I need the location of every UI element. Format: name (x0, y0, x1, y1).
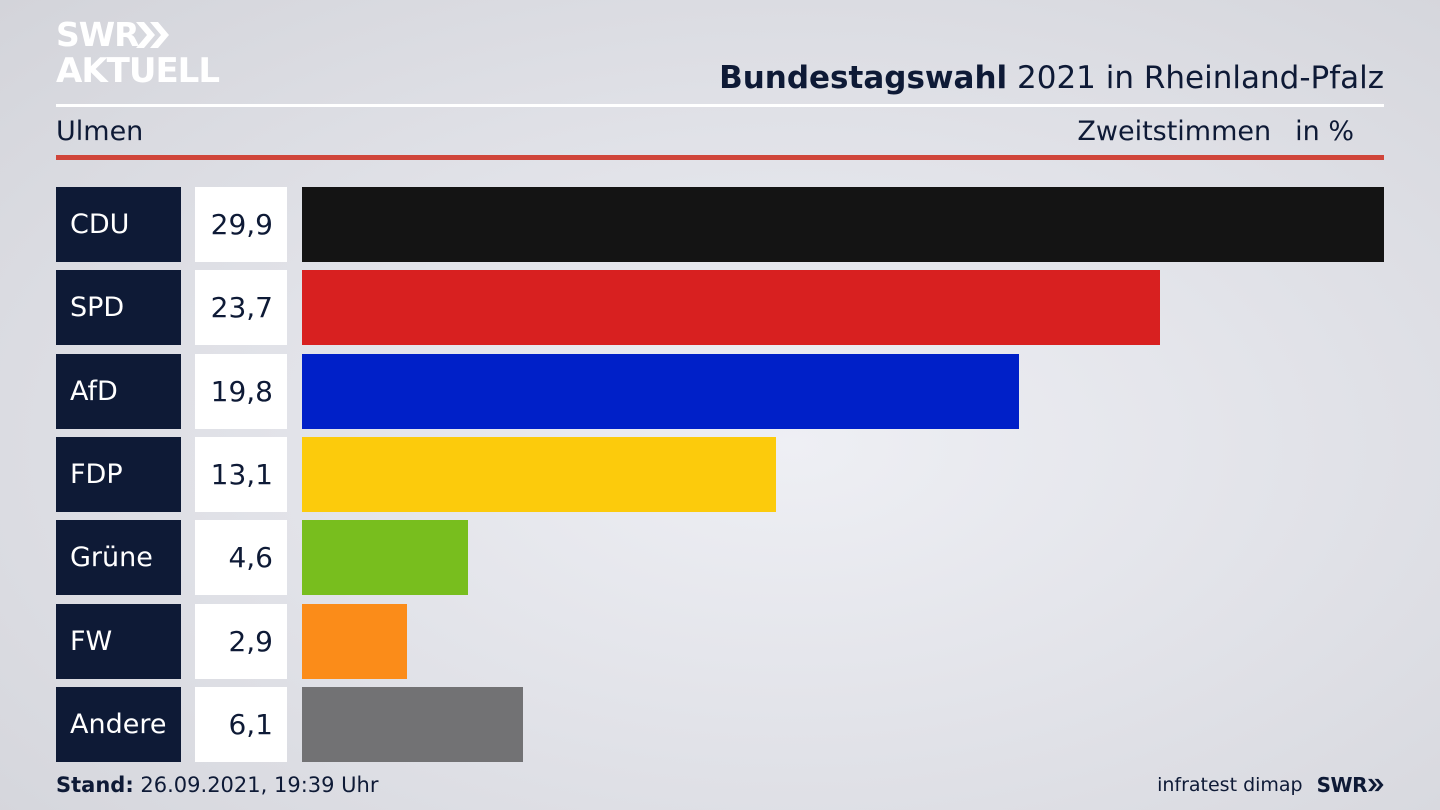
value-label: 2,9 (195, 604, 287, 679)
bar (302, 187, 1384, 262)
bar (302, 604, 407, 679)
chart-row: Grüne 4,6 (56, 520, 1384, 595)
footer-credits: infratest dimap SWR (1157, 771, 1384, 799)
value-label: 4,6 (195, 520, 287, 595)
title-rest: 2021 in Rheinland-Pfalz (1007, 60, 1384, 96)
header-divider (56, 104, 1384, 107)
value-label: 6,1 (195, 687, 287, 762)
accent-divider (56, 155, 1384, 160)
party-label: SPD (56, 270, 181, 345)
measure-label: Zweitstimmen in % (1077, 115, 1354, 149)
logo-aktuell-text: AKTUELL (56, 51, 220, 91)
source-label: infratest dimap (1157, 774, 1303, 796)
chart-row: FDP 13,1 (56, 437, 1384, 512)
chart-row: FW 2,9 (56, 604, 1384, 679)
chart-row: Andere 6,1 (56, 687, 1384, 762)
party-label: Andere (56, 687, 181, 762)
party-label: FDP (56, 437, 181, 512)
timestamp-value: 26.09.2021, 19:39 Uhr (133, 773, 379, 797)
footer-swr-logo: SWR (1316, 773, 1368, 797)
bar (302, 437, 776, 512)
value-label: 19,8 (195, 354, 287, 429)
value-label: 13,1 (195, 437, 287, 512)
timestamp-label: Stand: (56, 773, 134, 797)
measure-text: Zweitstimmen (1077, 116, 1272, 147)
party-label: AfD (56, 354, 181, 429)
title-bold: Bundestagswahl (719, 60, 1008, 96)
logo-swr-text: SWR (56, 15, 140, 54)
value-label: 23,7 (195, 270, 287, 345)
region-label: Ulmen (56, 116, 144, 147)
unit-text: in % (1295, 116, 1354, 147)
bar-chart: CDU 29,9 SPD 23,7 AfD 19,8 FDP 13,1 Grüne 4,6 FW 2,… (56, 187, 1384, 763)
bar (302, 687, 523, 762)
party-label: FW (56, 604, 181, 679)
double-chevron-right-icon (1368, 778, 1384, 792)
value-label: 29,9 (195, 187, 287, 262)
page-title: Bundestagswahl 2021 in Rheinland-Pfalz (719, 58, 1384, 98)
bar (302, 520, 468, 595)
double-chevron-right-icon (136, 22, 169, 48)
swr-aktuell-logo: SWR AKTUELL (56, 18, 226, 90)
chart-row: AfD 19,8 (56, 354, 1384, 429)
party-label: Grüne (56, 520, 181, 595)
chart-row: CDU 29,9 (56, 187, 1384, 262)
party-label: CDU (56, 187, 181, 262)
chart-row: SPD 23,7 (56, 270, 1384, 345)
timestamp: Stand: 26.09.2021, 19:39 Uhr (56, 770, 379, 800)
bar (302, 354, 1019, 429)
bar (302, 270, 1160, 345)
